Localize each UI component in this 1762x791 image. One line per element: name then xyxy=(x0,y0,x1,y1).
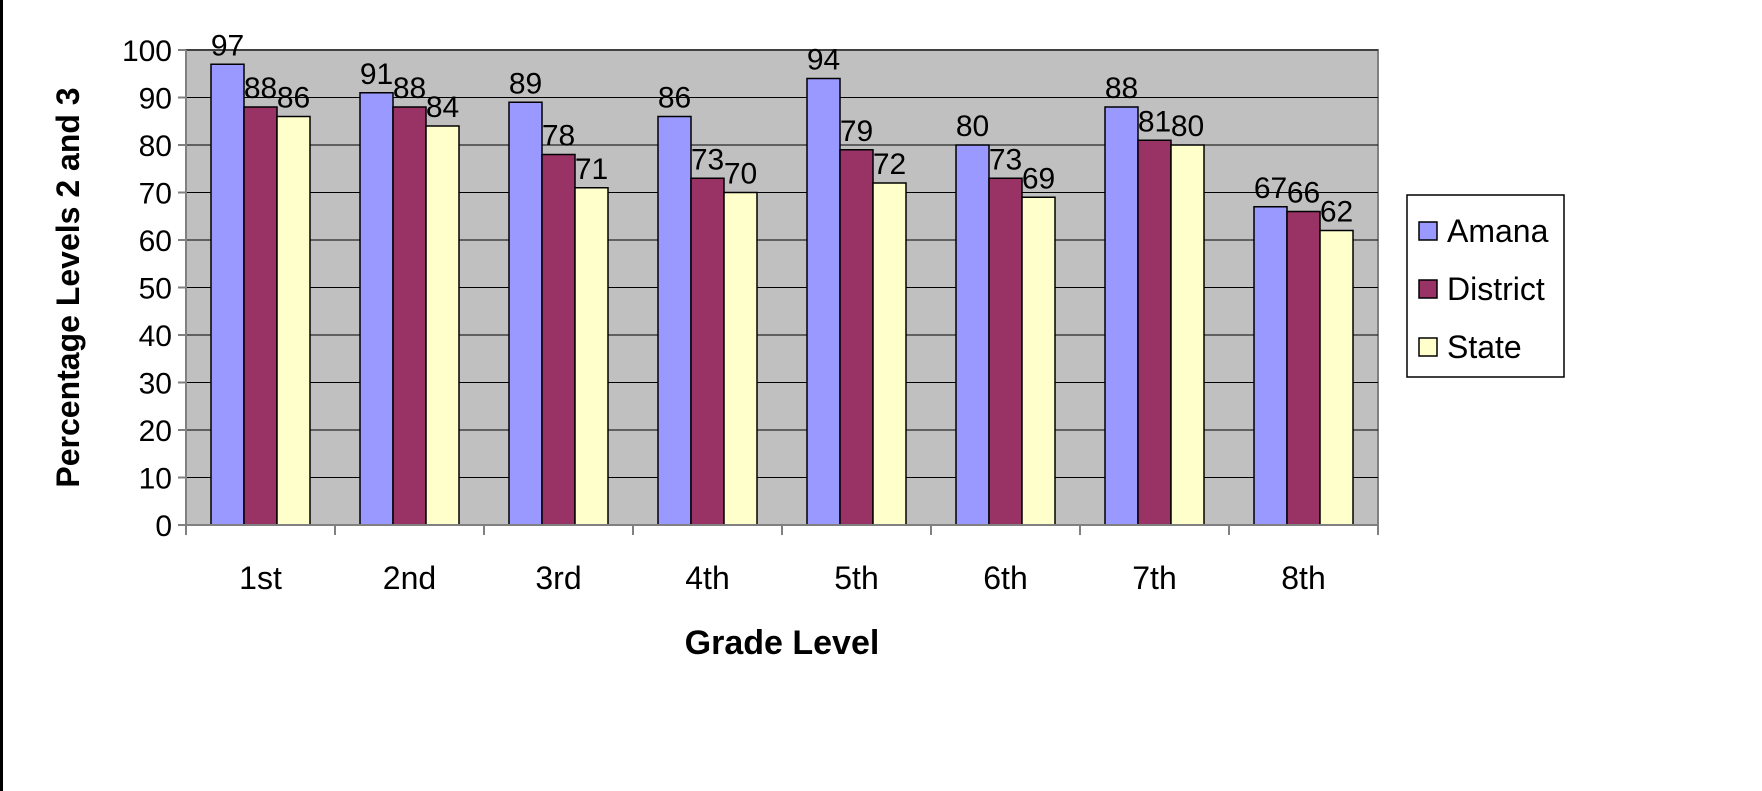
y-tick-label: 20 xyxy=(139,415,172,448)
x-tick-label: 5th xyxy=(834,560,878,596)
data-label: 67 xyxy=(1254,172,1287,205)
bar-district-1st xyxy=(243,106,278,526)
x-axis-title: Grade Level xyxy=(685,624,880,662)
bar-state-3rd xyxy=(574,187,609,526)
y-tick-label: 90 xyxy=(139,83,172,116)
data-label: 69 xyxy=(1022,162,1055,195)
bar-amana-8th xyxy=(1253,206,1288,526)
bar-district-2nd xyxy=(392,106,427,526)
bar-amana-5th xyxy=(806,77,841,526)
data-label: 70 xyxy=(724,158,757,191)
data-label: 71 xyxy=(575,153,608,186)
x-axis: 1st 2nd 3rd 4th 5th 6th 7th 8th xyxy=(185,524,1379,596)
bar-district-4th xyxy=(690,177,725,526)
data-label: 89 xyxy=(509,67,542,100)
bar-district-7th xyxy=(1137,139,1172,526)
data-label: 88 xyxy=(244,72,277,105)
bar-district-8th xyxy=(1286,210,1321,526)
data-label: 80 xyxy=(1171,110,1204,143)
x-tick-label: 4th xyxy=(685,560,729,596)
legend-label-district: District xyxy=(1447,271,1545,307)
data-label: 84 xyxy=(426,91,459,124)
data-label: 88 xyxy=(1105,72,1138,105)
y-axis-title: Percentage Levels 2 and 3 xyxy=(50,87,86,487)
data-label: 86 xyxy=(277,82,310,115)
x-tick-label: 8th xyxy=(1281,560,1325,596)
bar-chart: 97 91 89 86 94 80 88 67 88 88 78 73 79 73 81 66 86 84 71 70… xyxy=(50,29,1565,662)
bar-amana-4th xyxy=(657,115,692,526)
bar-state-2nd xyxy=(425,125,460,526)
y-axis: 0 10 20 30 40 50 60 70 80 90 100 xyxy=(122,35,187,543)
bar-state-5th xyxy=(872,182,907,526)
y-tick-label: 40 xyxy=(139,320,172,353)
legend-swatch-amana xyxy=(1418,221,1438,241)
legend-swatch-state xyxy=(1418,337,1438,357)
data-label: 88 xyxy=(393,72,426,105)
bar-state-4th xyxy=(723,191,758,526)
data-label: 91 xyxy=(360,58,393,91)
bar-amana-7th xyxy=(1104,106,1139,526)
x-tick-label: 3rd xyxy=(535,560,581,596)
data-label: 66 xyxy=(1287,177,1320,210)
bar-district-6th xyxy=(988,177,1023,526)
data-label: 81 xyxy=(1138,105,1171,138)
y-tick-label: 30 xyxy=(139,368,172,401)
y-tick-label: 80 xyxy=(139,130,172,163)
legend-swatch-district xyxy=(1418,279,1438,299)
data-label: 73 xyxy=(989,143,1022,176)
x-tick-label: 6th xyxy=(983,560,1027,596)
legend-label-amana: Amana xyxy=(1447,213,1549,249)
data-label: 86 xyxy=(658,82,691,115)
data-label: 79 xyxy=(840,115,873,148)
x-tick-label: 2nd xyxy=(383,560,436,596)
data-label: 94 xyxy=(807,44,840,77)
data-label: 97 xyxy=(211,29,244,62)
bar-state-1st xyxy=(276,115,311,526)
data-labels: 97 91 89 86 94 80 88 67 88 88 78 73 79 73 81 66 86 84 71 70… xyxy=(211,29,1353,228)
bar-state-7th xyxy=(1170,144,1205,526)
y-tick-label: 0 xyxy=(155,510,172,543)
bar-amana-2nd xyxy=(359,92,394,526)
y-tick-label: 60 xyxy=(139,225,172,258)
data-label: 72 xyxy=(873,148,906,181)
y-tick-label: 10 xyxy=(139,463,172,496)
data-label: 73 xyxy=(691,143,724,176)
data-label: 78 xyxy=(542,120,575,153)
bar-amana-3rd xyxy=(508,101,543,526)
x-tick-label: 1st xyxy=(239,560,282,596)
legend: Amana District State xyxy=(1406,194,1565,378)
bar-district-3rd xyxy=(541,153,576,526)
bar-district-5th xyxy=(839,149,874,526)
y-tick-label: 100 xyxy=(122,35,172,68)
x-tick-label: 7th xyxy=(1132,560,1176,596)
legend-label-state: State xyxy=(1447,329,1522,365)
bar-state-6th xyxy=(1021,196,1056,526)
bar-amana-1st xyxy=(210,63,245,526)
bar-state-8th xyxy=(1319,229,1354,526)
data-label: 62 xyxy=(1320,196,1353,229)
bar-amana-6th xyxy=(955,144,990,526)
y-tick-label: 70 xyxy=(139,178,172,211)
data-label: 80 xyxy=(956,110,989,143)
y-tick-label: 50 xyxy=(139,273,172,306)
